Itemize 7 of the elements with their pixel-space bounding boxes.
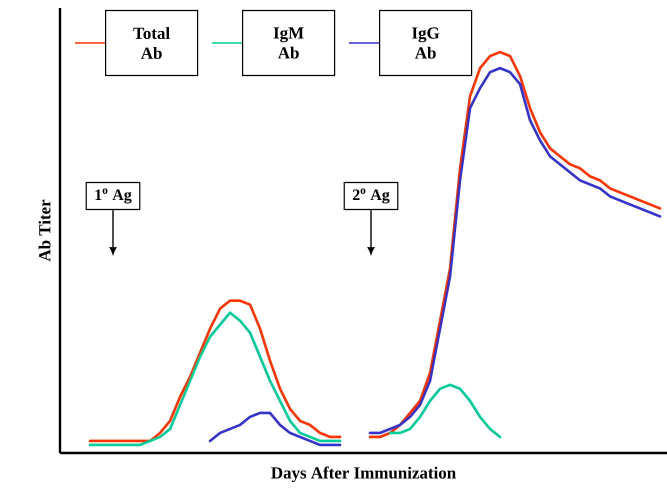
annotation: 2$^{o}$ Ag <box>352 188 390 204</box>
y-axis-title: Ab Titer <box>38 200 50 262</box>
legend-label: Total Ab <box>133 27 170 59</box>
x-axis-title: Days After Immunization <box>271 466 456 482</box>
legend-label: IgM Ab <box>274 27 304 59</box>
annotation: 1$^{o}$ Ag <box>96 188 132 204</box>
legend-label: IgG Ab <box>412 27 440 59</box>
